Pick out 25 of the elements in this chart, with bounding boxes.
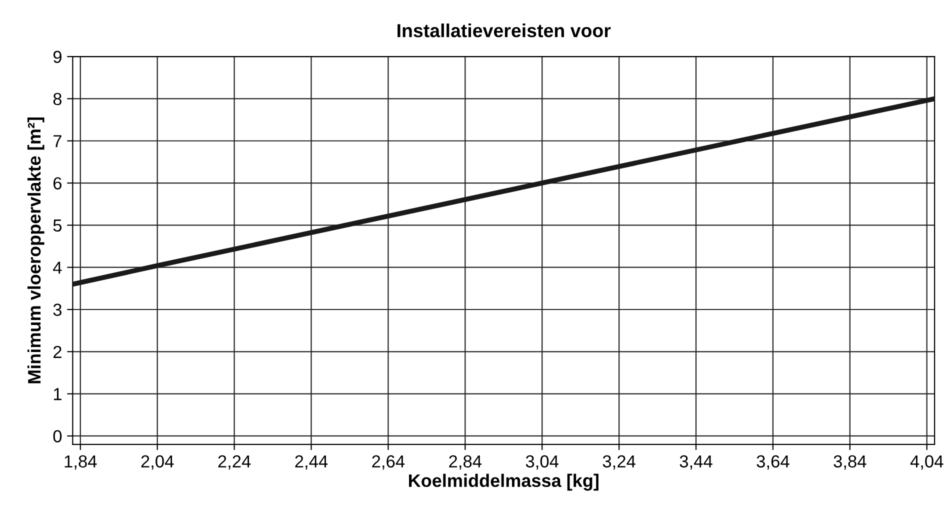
y-tick-label: 2	[53, 346, 62, 358]
x-tick-label: 1,84	[64, 455, 97, 470]
y-tick-label: 9	[53, 50, 62, 64]
y-tick-label: 7	[54, 135, 62, 148]
y-tick-label: 3	[53, 304, 62, 316]
y-tick-label: 0	[53, 430, 62, 442]
x-tick-label: 2,24	[218, 455, 251, 470]
x-tick-label: 4,04	[910, 455, 944, 470]
x-tick-label: 2,44	[295, 455, 328, 470]
x-tick-label: 3,24	[602, 455, 636, 470]
x-tick-label: 3,04	[526, 455, 558, 470]
x-tick-label: 2,64	[372, 455, 405, 470]
y-tick-label: 4	[53, 262, 62, 274]
y-axis-title: Minimum vloeroppervlakte [m²]	[27, 118, 44, 384]
x-axis-title: Koelmiddelmassa [kg]	[409, 474, 598, 491]
x-tick-label: 3,64	[756, 455, 790, 470]
y-tick-label: 5	[53, 220, 62, 232]
y-tick-label: 6	[54, 177, 62, 190]
y-tick-label: 1	[54, 388, 62, 400]
x-tick-label: 3,84	[834, 455, 866, 470]
x-tick-label: 3,44	[680, 455, 712, 470]
x-tick-label: 2,04	[141, 455, 174, 470]
chart-title: Installatievereisten voor	[398, 24, 611, 38]
y-tick-label: 8	[53, 92, 62, 106]
x-tick-label: 2,84	[449, 455, 482, 470]
